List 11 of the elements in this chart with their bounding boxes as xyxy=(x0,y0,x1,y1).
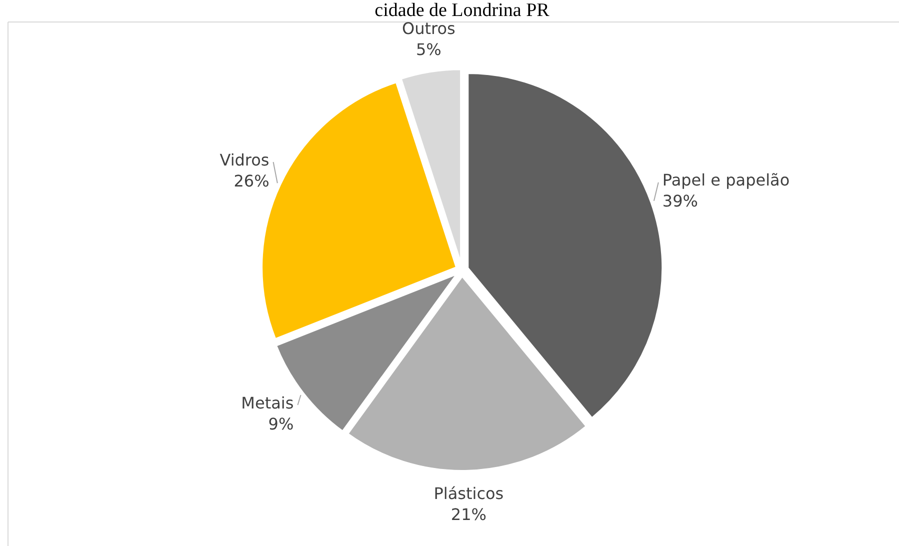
slice-label: Papel e papelão xyxy=(662,170,790,190)
chart-title: cidade de Londrina PR xyxy=(374,0,550,21)
slice-label: Outros xyxy=(402,18,456,38)
slice-label: Metais xyxy=(241,393,294,412)
slice-label: Plásticos xyxy=(434,484,504,503)
data-label: 5% xyxy=(416,40,442,59)
data-label: 9% xyxy=(268,414,294,434)
slice-label: Vidros xyxy=(220,150,270,170)
data-label: 39% xyxy=(662,192,698,211)
data-label: 21% xyxy=(450,504,486,524)
data-label: 26% xyxy=(234,171,270,190)
